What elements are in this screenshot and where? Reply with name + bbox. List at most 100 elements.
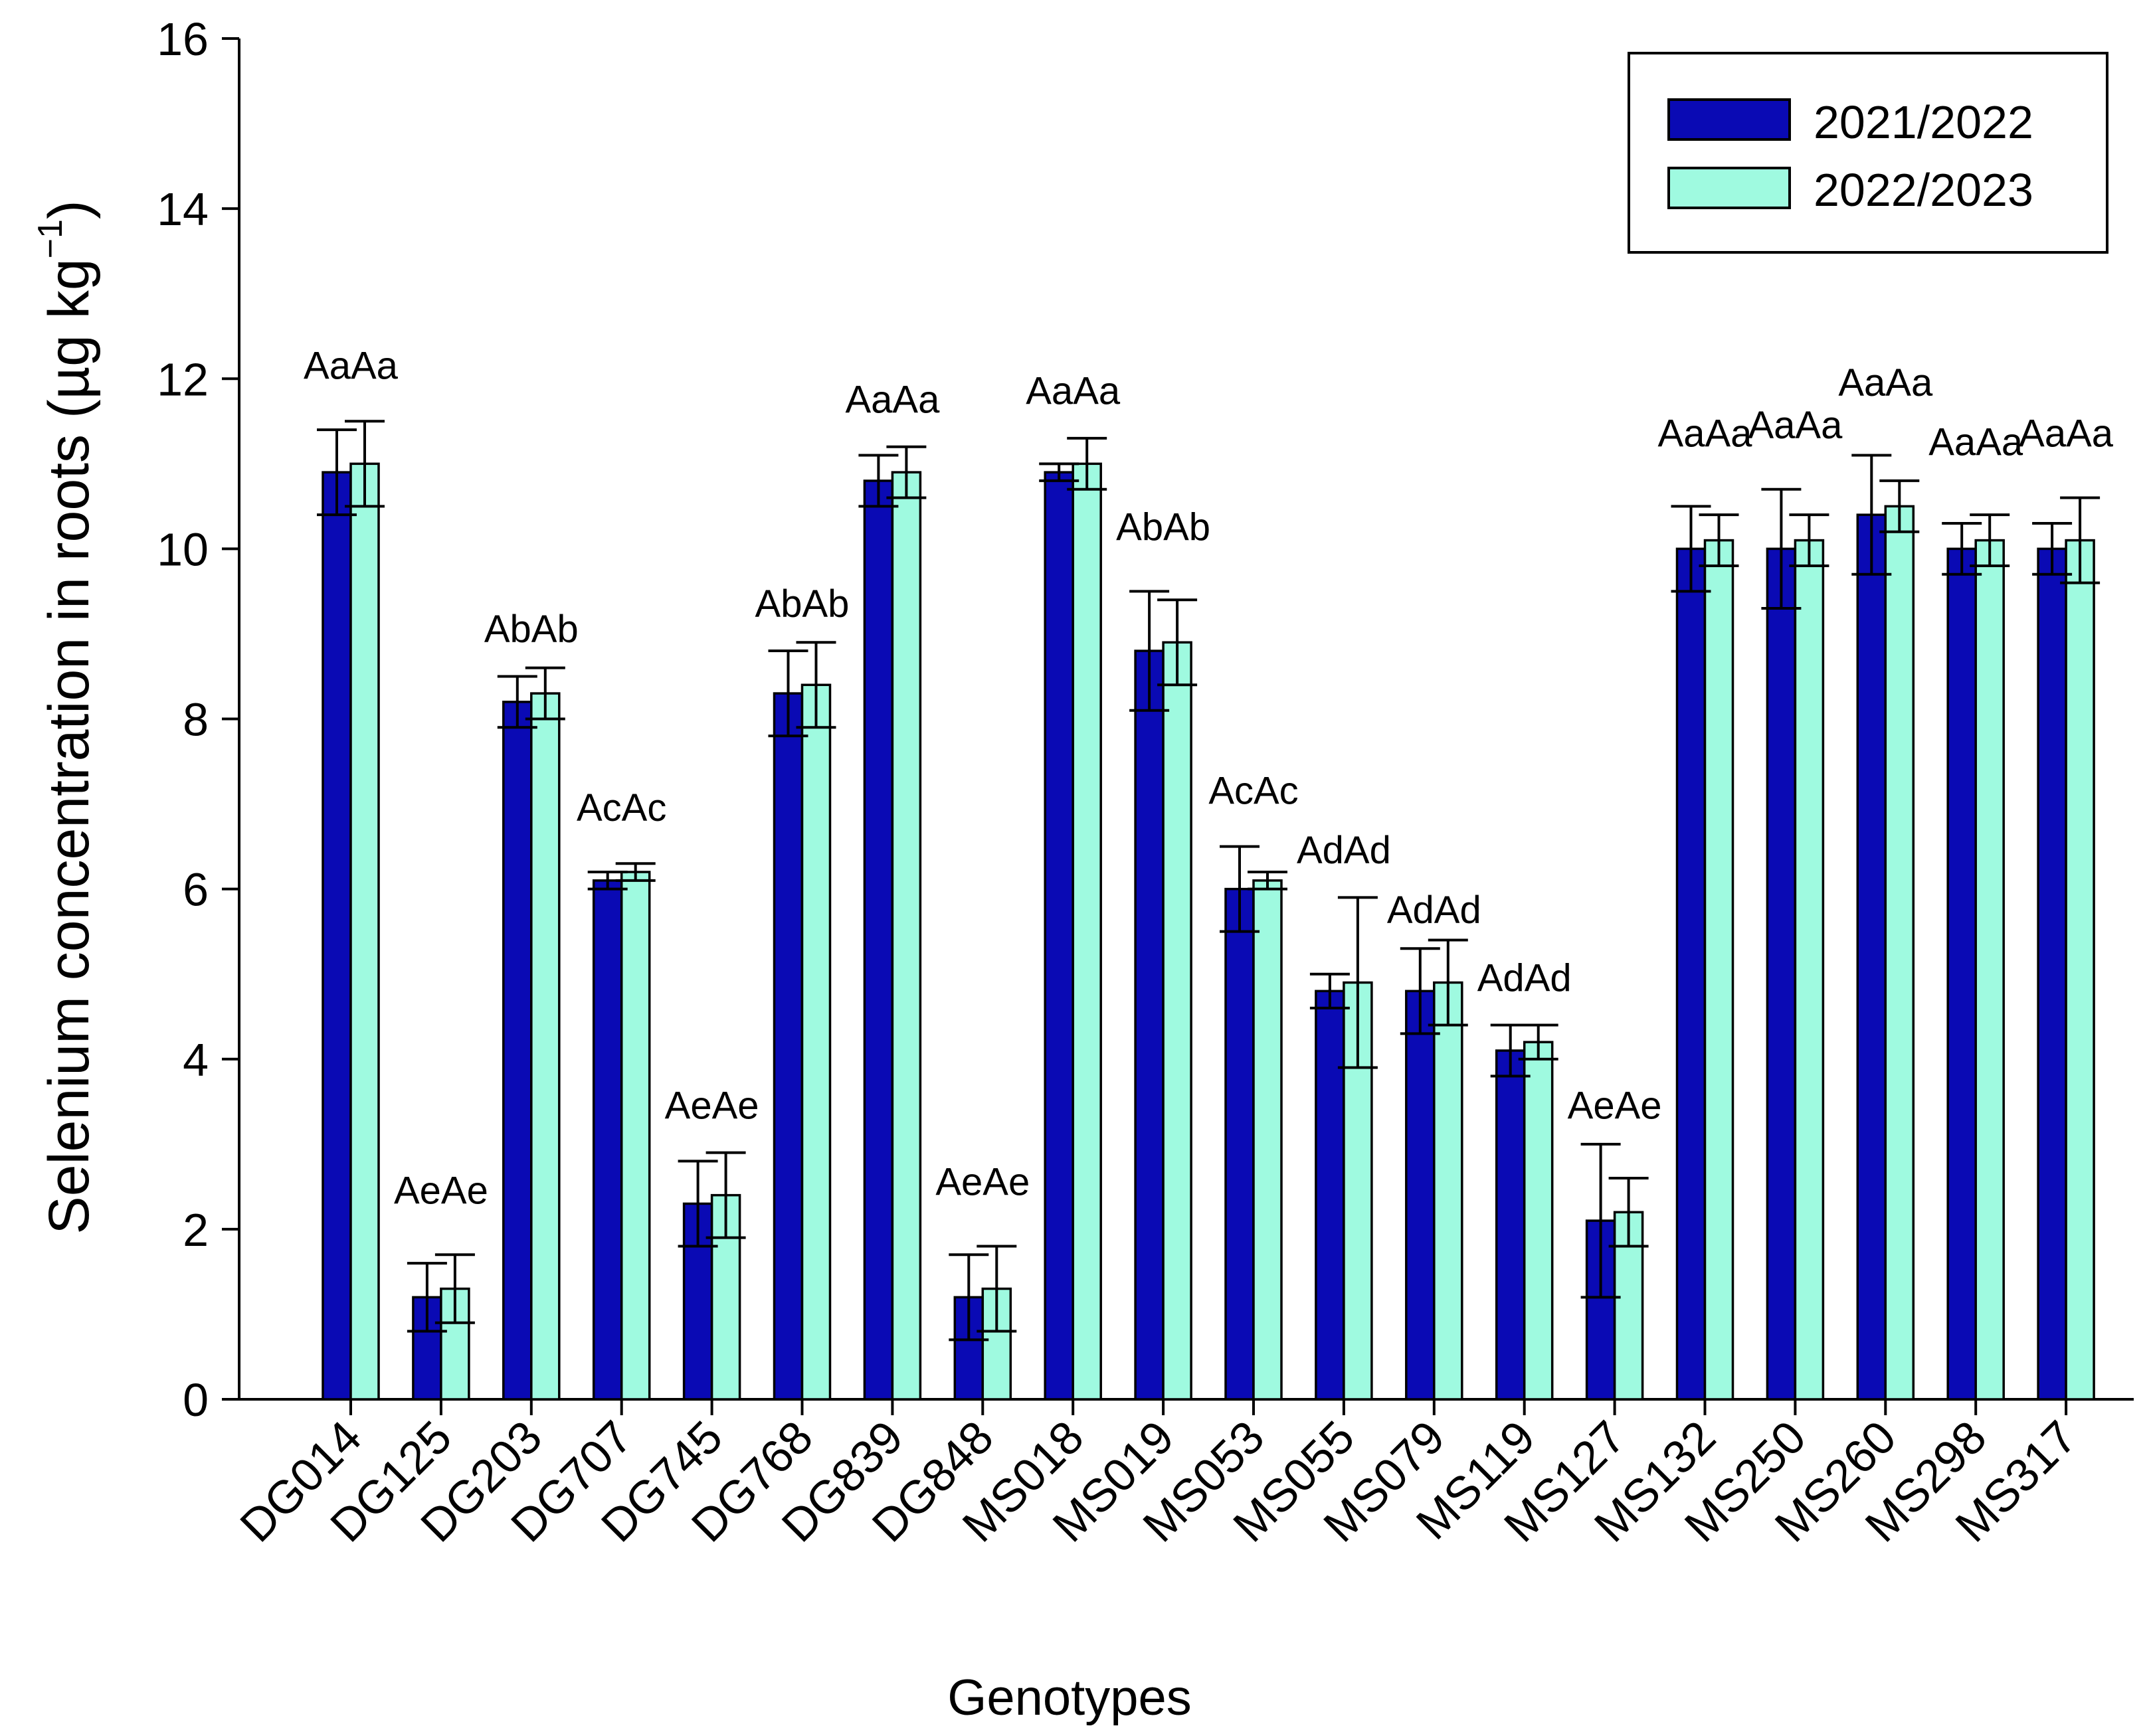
error-bar [587, 871, 628, 891]
error-bar [497, 675, 537, 729]
bar [1072, 462, 1102, 1401]
bar [1405, 990, 1436, 1401]
error-bar [1428, 938, 1468, 1027]
y-tick-label: 12 [157, 353, 209, 405]
error-bar [678, 1160, 718, 1248]
error-bar [1309, 972, 1350, 1009]
bar [1703, 539, 1734, 1401]
bar [1946, 547, 1977, 1401]
y-tick-label: 16 [157, 13, 209, 65]
error-bar [615, 862, 656, 882]
bar [1974, 539, 2005, 1401]
significance-label: AeAe [665, 1084, 759, 1127]
error-bar [525, 666, 565, 721]
significance-label: AaAa [1838, 361, 1933, 404]
error-bar [1851, 454, 1892, 576]
bar [1252, 879, 1283, 1401]
bar [592, 879, 623, 1401]
bar [1884, 505, 1915, 1401]
error-bar [858, 454, 899, 508]
y-tick-label: 10 [157, 523, 209, 575]
significance-label: AaAa [1026, 370, 1121, 413]
y-tick-label: 14 [157, 183, 209, 235]
significance-label: AdAd [1477, 956, 1572, 999]
legend-swatch-2022-2023 [1667, 167, 1791, 209]
significance-label: AdAd [1387, 889, 1481, 932]
x-axis-title: Genotypes [947, 1670, 1192, 1726]
error-bar [1699, 513, 1739, 567]
significance-label: AbAb [1116, 506, 1210, 549]
bar [1766, 547, 1797, 1401]
error-bar [1671, 505, 1711, 593]
bar [1523, 1041, 1554, 1401]
legend-box [1628, 52, 2108, 254]
error-bar [1337, 896, 1378, 1069]
significance-label: AbAb [755, 582, 850, 626]
significance-label: AaAa [845, 378, 940, 421]
y-tick-label: 2 [183, 1204, 209, 1256]
error-bar [1248, 871, 1287, 891]
bars [322, 462, 2095, 1401]
error-bar [1039, 462, 1079, 482]
bar [530, 692, 561, 1401]
error-bars [317, 420, 2101, 1342]
error-bar [977, 1245, 1017, 1333]
bar [891, 471, 922, 1401]
error-bar [705, 1151, 746, 1239]
significance-label: AcAc [1208, 770, 1298, 813]
error-bar [1879, 479, 1920, 533]
legend-swatch-2021-2022 [1667, 98, 1791, 141]
error-bar [1970, 513, 2010, 567]
significance-label: AcAc [577, 786, 666, 829]
y-tick-label: 6 [183, 864, 209, 916]
bar [800, 683, 832, 1401]
error-bar [1608, 1177, 1649, 1248]
error-bar [796, 641, 836, 729]
error-bar [1580, 1142, 1621, 1299]
error-bar [434, 1253, 475, 1324]
error-bar [1518, 1023, 1558, 1061]
bar [1162, 641, 1192, 1401]
significance-label: AaAa [1928, 421, 2023, 464]
error-bar [1761, 487, 1802, 610]
significance-label: AeAe [1568, 1084, 1662, 1127]
bar [322, 471, 352, 1401]
y-tick-label: 4 [183, 1034, 209, 1086]
error-bar [886, 445, 927, 499]
significance-label: AaAa [1658, 412, 1753, 456]
error-bar [1789, 513, 1829, 567]
bar [1495, 1049, 1526, 1401]
significance-label: AeAe [935, 1161, 1030, 1204]
legend-label-2021-2022: 2021/2022 [1814, 96, 2033, 148]
error-bar [407, 1262, 447, 1333]
error-bar [949, 1253, 989, 1342]
error-bar [1067, 436, 1107, 491]
legend: 2021/2022 2022/2023 [1628, 52, 2108, 254]
bar [1794, 539, 1825, 1401]
significance-label: AaAa [1748, 404, 1843, 447]
bar [1675, 547, 1707, 1401]
significance-label: AdAd [1297, 829, 1391, 872]
error-bar [1400, 947, 1440, 1035]
error-bar [317, 428, 357, 517]
error-bar [1129, 590, 1170, 712]
significance-label: AeAe [394, 1169, 488, 1212]
bar [2037, 547, 2067, 1401]
bar [1134, 650, 1165, 1401]
significance-label: AbAb [484, 608, 579, 651]
significance-labels: AaAa AeAe AbAb AcAc AeAe AbAb AaAa AeAe AaAa AbAb… [304, 344, 2114, 1212]
bar [1044, 471, 1074, 1401]
bar [349, 462, 380, 1401]
bar [502, 701, 533, 1401]
error-bar [1157, 598, 1198, 687]
y-axis-title: Selenium concentration in roots (µg kg−1… [31, 200, 101, 1234]
bar [620, 871, 651, 1401]
bar [1856, 513, 1887, 1401]
error-bar [1942, 521, 1982, 576]
bar [2065, 539, 2095, 1401]
error-bar [2032, 521, 2073, 576]
error-bar [1220, 845, 1260, 933]
bar [1315, 990, 1345, 1401]
error-bar [2060, 496, 2101, 584]
